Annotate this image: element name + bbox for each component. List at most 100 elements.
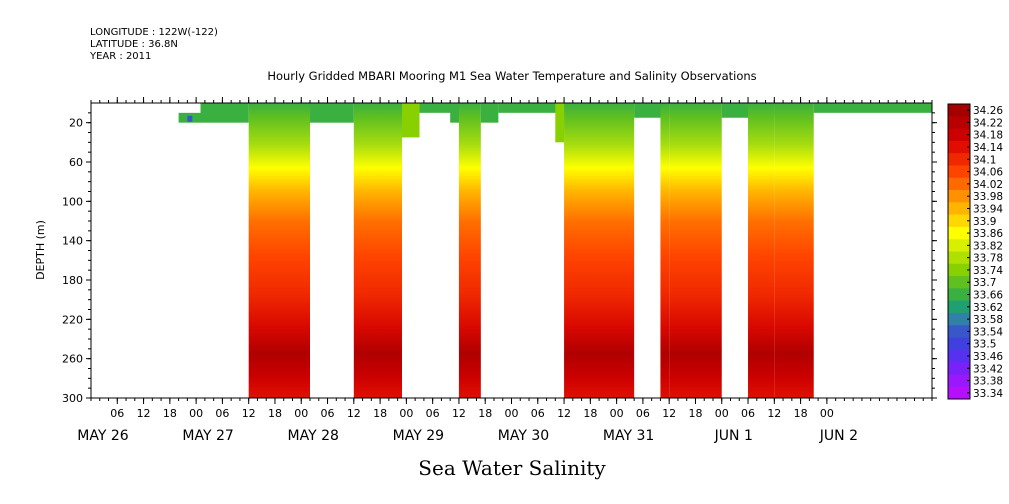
colorbar-swatch <box>948 349 970 363</box>
x-tick-label: 12 <box>137 407 151 420</box>
colorbar: 34.2634.2234.1834.1434.134.0634.0233.983… <box>947 103 1003 400</box>
colorbar-label: 33.54 <box>973 326 1003 338</box>
colorbar-label: 34.22 <box>973 117 1003 129</box>
x-day-label: MAY 28 <box>288 428 339 444</box>
x-tick-label: 12 <box>767 407 781 420</box>
x-day-label: MAY 30 <box>498 428 549 444</box>
colorbar-label: 33.42 <box>973 363 1003 375</box>
data-block-3 <box>310 103 354 123</box>
data-block-10 <box>498 103 565 113</box>
data-block-5 <box>401 103 420 138</box>
data-layer <box>178 103 932 398</box>
colorbar-frame <box>947 103 971 400</box>
y-tick-label: 220 <box>62 313 83 326</box>
y-tick-label: 300 <box>62 392 83 405</box>
x-tick-label: 12 <box>452 407 466 420</box>
colorbar-swatch <box>948 362 970 375</box>
colorbar-label: 33.34 <box>973 388 1003 400</box>
colorbar-label: 33.5 <box>973 339 996 351</box>
colorbar-swatch <box>948 300 970 314</box>
data-block-17 <box>748 103 775 398</box>
data-block-12 <box>564 103 635 398</box>
colorbar-swatch <box>948 276 970 289</box>
x-tick-label: 12 <box>347 407 361 420</box>
y-tick-label: 100 <box>62 195 83 208</box>
x-tick-label: 06 <box>215 407 229 420</box>
colorbar-label: 33.62 <box>973 302 1003 314</box>
colorbar-swatch <box>948 226 970 240</box>
x-tick-label: 00 <box>399 407 413 420</box>
x-tick-label: 00 <box>820 407 834 420</box>
colorbar-label: 33.66 <box>973 290 1003 302</box>
data-block-18 <box>774 103 814 398</box>
x-tick-label: 18 <box>163 407 177 420</box>
colorbar-label: 34.02 <box>973 179 1003 191</box>
y-tick-label: 180 <box>62 274 83 287</box>
x-tick-label: 06 <box>741 407 755 420</box>
colorbar-swatch <box>948 251 970 265</box>
x-day-label: MAY 27 <box>182 428 233 444</box>
x-day-label: JUN 2 <box>819 428 858 444</box>
colorbar-swatch <box>948 374 970 388</box>
colorbar-label: 33.74 <box>973 265 1003 277</box>
data-block-2 <box>248 103 311 398</box>
y-tick-label: 140 <box>62 235 83 248</box>
colorbar-label: 34.14 <box>973 142 1003 154</box>
x-tick-label: 18 <box>688 407 702 420</box>
colorbar-swatch <box>948 104 970 117</box>
colorbar-swatch <box>948 190 970 203</box>
latitude-text: LATITUDE : 36.8N <box>90 39 178 50</box>
colorbar-label: 34.1 <box>973 154 996 166</box>
data-block-11 <box>555 103 565 143</box>
data-block-8 <box>458 103 481 398</box>
colorbar-swatch <box>948 116 970 130</box>
colorbar-swatch <box>948 202 970 216</box>
colorbar-swatch <box>948 140 970 154</box>
x-tick-label: 12 <box>557 407 571 420</box>
colorbar-swatch <box>948 325 970 339</box>
x-tick-label: 06 <box>531 407 545 420</box>
x-tick-label: 06 <box>110 407 124 420</box>
colorbar-label: 33.98 <box>973 191 1003 203</box>
low-salinity-spot <box>187 115 193 122</box>
x-tick-label: 00 <box>505 407 519 420</box>
colorbar-label: 34.26 <box>973 105 1003 117</box>
colorbar-label: 33.46 <box>973 351 1003 363</box>
colorbar-swatch <box>948 386 970 400</box>
x-tick-label: 18 <box>583 407 597 420</box>
colorbar-swatch <box>948 153 970 166</box>
colorbar-label: 33.86 <box>973 228 1003 240</box>
colorbar-swatch <box>948 128 970 142</box>
x-tick-label: 12 <box>242 407 256 420</box>
y-axis-label: DEPTH (m) <box>34 220 47 280</box>
x-tick-label: 18 <box>478 407 492 420</box>
y-tick-label: 20 <box>69 117 83 130</box>
x-tick-label: 18 <box>794 407 808 420</box>
data-block-6 <box>419 103 459 113</box>
colorbar-label: 33.78 <box>973 253 1003 265</box>
colorbar-label: 34.18 <box>973 130 1003 142</box>
x-day-label: JUN 1 <box>714 428 753 444</box>
x-tick-label: 18 <box>268 407 282 420</box>
x-tick-label: 12 <box>662 407 676 420</box>
x-tick-label: 18 <box>373 407 387 420</box>
y-tick-label: 60 <box>69 156 83 169</box>
x-tick-label: 00 <box>189 407 203 420</box>
data-block-19 <box>813 103 932 113</box>
chart-title: Hourly Gridded MBARI Mooring M1 Sea Wate… <box>267 69 756 83</box>
colorbar-label: 33.58 <box>973 314 1003 326</box>
data-block-1 <box>200 103 249 123</box>
x-day-label: MAY 29 <box>393 428 444 444</box>
x-tick-label: 06 <box>636 407 650 420</box>
colorbar-swatch <box>948 263 970 277</box>
x-tick-label: 00 <box>715 407 729 420</box>
data-block-15 <box>669 103 722 398</box>
y-tick-label: 260 <box>62 353 83 366</box>
x-tick-label: 06 <box>321 407 335 420</box>
x-axis-title: Sea Water Salinity <box>418 456 606 480</box>
colorbar-swatch <box>948 214 970 228</box>
colorbar-swatch <box>948 312 970 326</box>
colorbar-swatch <box>948 239 970 252</box>
axes-layer: 20 60 100 140 180 220 260 300 06 12 18 00 06 12 18 00 06… <box>62 97 937 444</box>
